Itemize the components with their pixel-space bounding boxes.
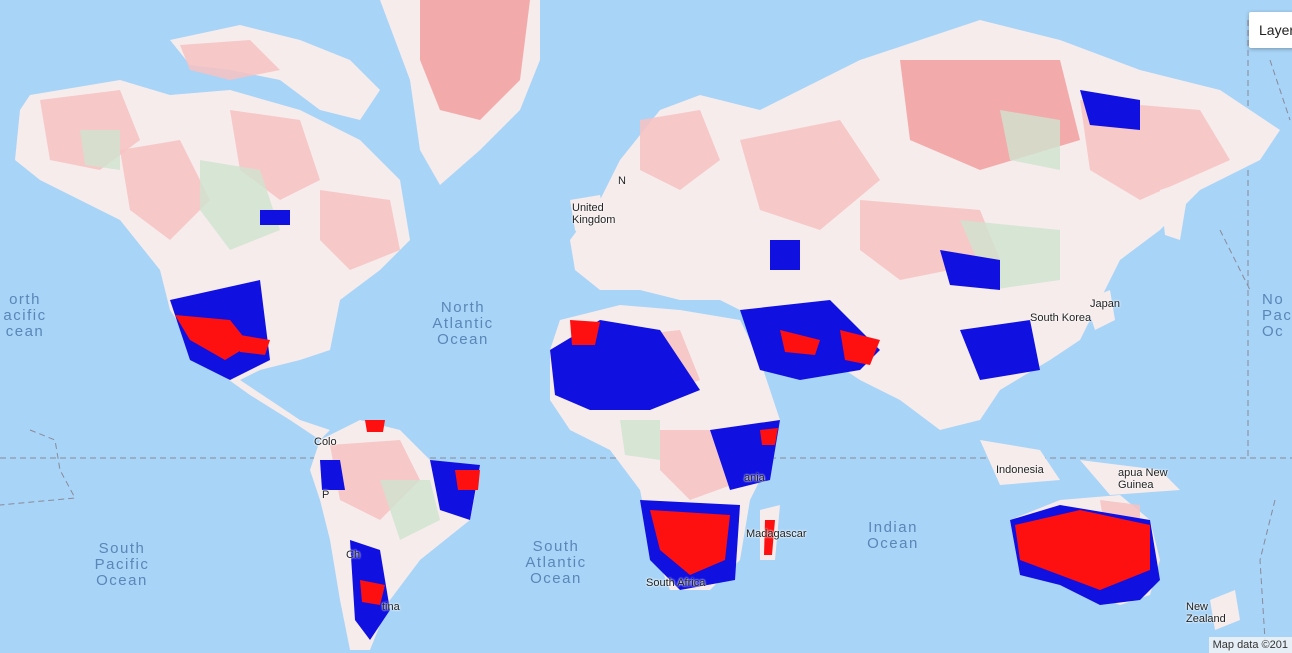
place-label-new-zealand: New Zealand (1186, 601, 1226, 625)
ocean-label-indian: Indian Ocean (867, 519, 919, 552)
landmass-north-america (15, 0, 540, 650)
ocean-label-north-pacific-right: No Paci Oc (1262, 291, 1292, 340)
place-label-papua-new-guinea: apua New Guinea (1118, 467, 1168, 491)
place-label-peru: P (322, 489, 330, 501)
place-label-argentina: tina (382, 601, 400, 613)
ocean-label-south-atlantic: South Atlantic Ocean (525, 538, 587, 587)
place-label-south-korea: South Korea (1030, 312, 1092, 324)
ocean-label-north-atlantic: North Atlantic Ocean (432, 299, 494, 348)
ocean-label-north-pacific-left: orth acific cean (3, 291, 47, 340)
ocean-label-south-pacific: South Pacific Ocean (94, 540, 150, 589)
place-label-united-kingdom: United Kingdom (572, 202, 616, 226)
place-label-chile: Ch (346, 549, 361, 561)
highlight-red-regions (175, 315, 1150, 605)
layers-button[interactable]: Layer (1249, 12, 1292, 48)
place-label-indonesia: Indonesia (996, 464, 1044, 476)
place-label-tanzania: ania (744, 472, 765, 484)
map-attribution: Map data ©201 (1208, 637, 1292, 653)
place-label-madagascar: Madagascar (746, 528, 807, 540)
place-label-colombia: Colo (314, 436, 337, 448)
place-label-norway: N (618, 175, 626, 187)
place-label-japan: Japan (1090, 298, 1120, 310)
place-label-south-africa: South Africa (646, 577, 706, 589)
